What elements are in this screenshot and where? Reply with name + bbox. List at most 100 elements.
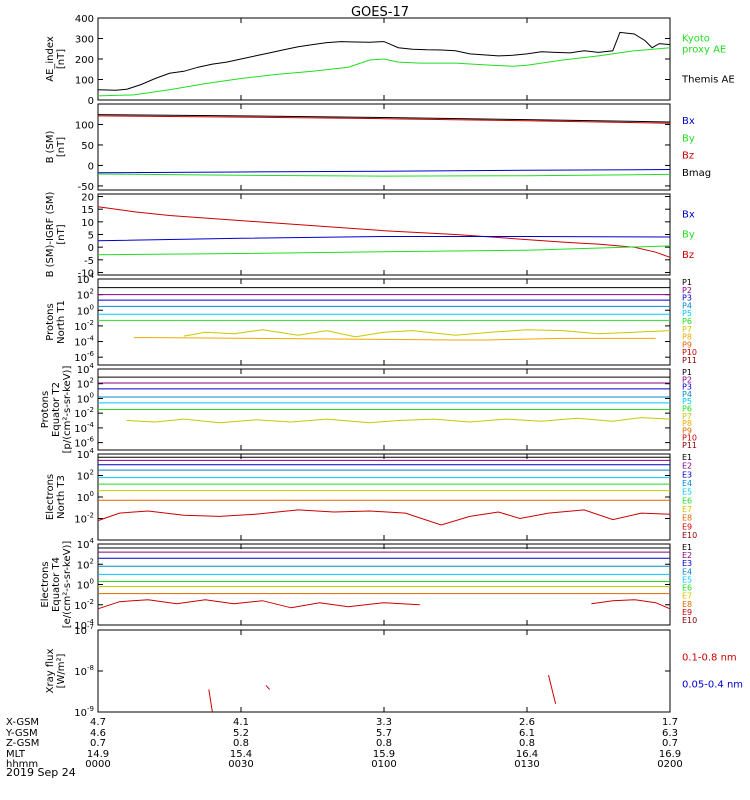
ephemeris-value: 0.7 xyxy=(90,738,106,749)
series-0-1-0-8-nm xyxy=(548,674,557,704)
y-tick-label: 300 xyxy=(75,35,94,46)
legend-entry: E5 xyxy=(682,575,692,584)
ephemeris-value: 6.3 xyxy=(662,728,678,739)
legend-entry: E4 xyxy=(682,567,692,576)
legend-entry: P8 xyxy=(682,419,692,428)
ephemeris-value: 5.7 xyxy=(376,728,392,739)
ephemeris-row-label: MLT xyxy=(6,749,26,760)
ephemeris-value: 0100 xyxy=(371,759,396,770)
ephemeris-value: 0030 xyxy=(228,759,253,770)
y-tick-label: 200 xyxy=(75,55,94,66)
legend-entry: E6 xyxy=(682,496,692,505)
y-tick-label: 0 xyxy=(88,96,94,107)
series-by xyxy=(97,245,671,256)
legend-entry: P1 xyxy=(682,368,692,377)
y-axis-label: ProtonsEquator T2[p/(cm²-s-sr-keV)] xyxy=(40,366,73,454)
legend-entry: P7 xyxy=(682,412,692,421)
legend-entry: Bx xyxy=(682,209,695,220)
legend-entry: P5 xyxy=(682,397,692,406)
series-themis-ae xyxy=(97,31,671,91)
series-e10 xyxy=(591,599,671,610)
series-kyoto-proxy-ae xyxy=(97,47,671,97)
legend-entry: P2 xyxy=(682,286,692,295)
ephemeris-value: 1.7 xyxy=(662,717,678,728)
legend-entry: Kyoto proxy AE xyxy=(682,34,726,56)
series-p7 xyxy=(126,417,671,424)
ephemeris-value: 2.6 xyxy=(519,717,535,728)
y-tick-label: 5 xyxy=(88,231,94,242)
panel-2: -50 0 50 100 B (SM)[nT] Bx By Bz Bmag xyxy=(45,103,711,193)
series-by xyxy=(97,173,671,177)
legend-entry: E4 xyxy=(682,479,692,488)
ephemeris-value: 16.4 xyxy=(516,749,538,760)
date-label: 2019 Sep 24 xyxy=(6,766,76,779)
y-axis-label: Xray flux[W/m²] xyxy=(45,649,67,694)
y-tick-label: 400 xyxy=(75,14,94,25)
ephemeris-value: 6.1 xyxy=(519,728,535,739)
legend-entry: E9 xyxy=(682,522,692,531)
y-tick-label: 0 xyxy=(88,161,94,172)
legend-entry: P1 xyxy=(682,278,692,287)
legend-entry: 0.1-0.8 nm xyxy=(682,652,737,663)
series-0-1-0-8-nm xyxy=(208,689,213,713)
ephemeris-value: 3.3 xyxy=(376,717,392,728)
legend-entry: Bz xyxy=(682,250,694,261)
series-e9 xyxy=(97,599,420,610)
ephemeris-value: 4.6 xyxy=(90,728,106,739)
legend-entry: E8 xyxy=(682,600,692,609)
legend-entry: P8 xyxy=(682,333,692,342)
ephemeris-table: X-GSMY-GSMZ-GSMMLThhmm4.74.60.714.900004… xyxy=(5,717,683,770)
legend-entry: P6 xyxy=(682,405,692,414)
series-0-1-0-8-nm xyxy=(265,685,270,690)
legend-entry: P11 xyxy=(682,441,697,450)
legend-entry: P9 xyxy=(682,426,692,435)
legend-entry: Bz xyxy=(682,151,694,162)
ephemeris-row-label: hhmm xyxy=(6,759,38,770)
series-bz xyxy=(97,115,671,124)
ephemeris-value: 4.7 xyxy=(90,717,106,728)
ephemeris-value: 16.9 xyxy=(659,749,681,760)
legend-entry: E6 xyxy=(682,584,692,593)
legend-entry: 0.05-0.4 nm xyxy=(682,680,743,691)
legend-entry: E8 xyxy=(682,514,692,523)
series-bx xyxy=(97,236,671,242)
legend-entry: P3 xyxy=(682,383,692,392)
ephemeris-row-label: Y-GSM xyxy=(5,728,38,739)
legend-entry: E2 xyxy=(682,551,692,560)
legend-entry: E1 xyxy=(682,543,692,552)
legend-entry: E3 xyxy=(682,559,692,568)
ephemeris-value: 15.4 xyxy=(230,749,252,760)
legend-entry: Themis AE xyxy=(681,75,735,86)
y-tick-label: 10 xyxy=(81,218,94,229)
ephemeris-value: 0.7 xyxy=(662,738,678,749)
legend-entry: P5 xyxy=(682,309,692,318)
series-p8 xyxy=(133,337,656,341)
y-tick-label: 50 xyxy=(81,141,94,152)
legend-entry: P2 xyxy=(682,375,692,384)
legend-entry: P11 xyxy=(682,356,697,365)
legend-entry: E7 xyxy=(682,505,692,514)
ephemeris-row-label: Z-GSM xyxy=(6,738,39,749)
series-bx xyxy=(97,169,671,174)
legend-entry: P4 xyxy=(682,390,692,399)
series-e9 xyxy=(97,509,671,526)
ephemeris-value: 5.2 xyxy=(233,728,249,739)
y-tick-label: -10 xyxy=(78,268,94,279)
ephemeris-value: 0.8 xyxy=(376,738,392,749)
legend-entry: P10 xyxy=(682,434,697,443)
series-bmag xyxy=(97,114,671,123)
panel-1: 0 100 200 300 400 AE_index[nT] Kyoto proxy AE Th… xyxy=(45,14,735,107)
y-tick-label: 100 xyxy=(75,76,94,87)
y-tick-label: 0 xyxy=(88,243,94,254)
legend-entry: P9 xyxy=(682,340,692,349)
ephemeris-value: 4.1 xyxy=(233,717,249,728)
legend-entry: P4 xyxy=(682,301,692,310)
legend-entry: By xyxy=(682,230,695,241)
ephemeris-value: 0130 xyxy=(514,759,539,770)
ephemeris-value: 14.9 xyxy=(87,749,109,760)
